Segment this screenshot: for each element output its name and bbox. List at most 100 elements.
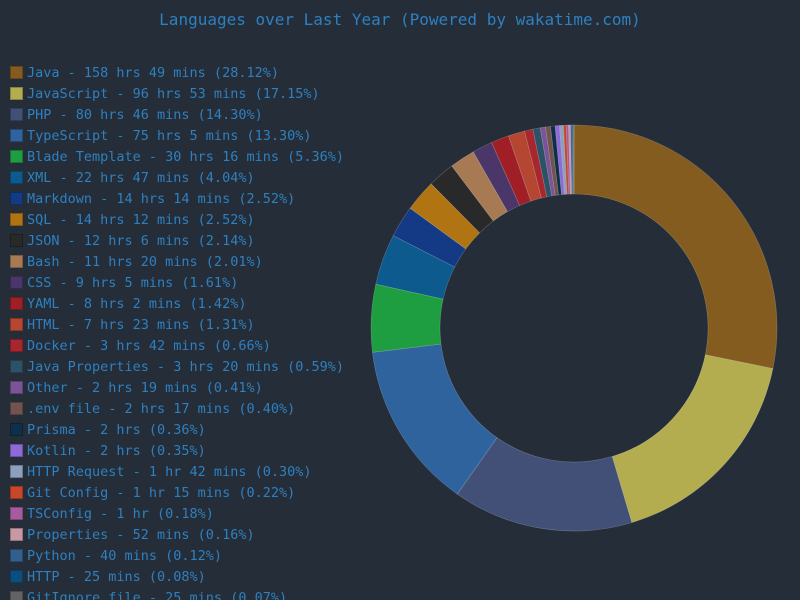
legend-item: GitIgnore file - 25 mins (0.07%)	[10, 587, 344, 600]
legend-label: Bash - 11 hrs 20 mins (2.01%)	[27, 253, 263, 270]
legend-item: Other - 2 hrs 19 mins (0.41%)	[10, 377, 344, 398]
legend-label: JavaScript - 96 hrs 53 mins (17.15%)	[27, 85, 320, 102]
pie-slice	[545, 126, 559, 196]
legend-item: Blade Template - 30 hrs 16 mins (5.36%)	[10, 146, 344, 167]
pie-slice	[370, 283, 444, 353]
legend-item: Git Config - 1 hr 15 mins (0.22%)	[10, 482, 344, 503]
pie-slice	[456, 437, 633, 532]
legend-item: Java Properties - 3 hrs 20 mins (0.59%)	[10, 356, 344, 377]
chart-title: Languages over Last Year (Powered by wak…	[159, 10, 641, 29]
legend-label: Docker - 3 hrs 42 mins (0.66%)	[27, 337, 271, 354]
legend-label: TSConfig - 1 hr (0.18%)	[27, 505, 214, 522]
legend-label: JSON - 12 hrs 6 mins (2.14%)	[27, 232, 255, 249]
legend-label: Prisma - 2 hrs (0.36%)	[27, 421, 206, 438]
legend-swatch	[10, 528, 23, 541]
legend-swatch	[10, 297, 23, 310]
legend-swatch	[10, 129, 23, 142]
pie-slice	[554, 125, 565, 195]
legend-swatch	[10, 444, 23, 457]
legend-swatch	[10, 339, 23, 352]
pie-slice	[372, 343, 498, 495]
legend-swatch	[10, 486, 23, 499]
legend-label: HTTP - 25 mins (0.08%)	[27, 568, 206, 585]
legend-label: Kotlin - 2 hrs (0.35%)	[27, 442, 206, 459]
legend-label: Blade Template - 30 hrs 16 mins (5.36%)	[27, 148, 344, 165]
legend-swatch	[10, 360, 23, 373]
legend-swatch	[10, 192, 23, 205]
legend-swatch	[10, 570, 23, 583]
legend-label: HTML - 7 hrs 23 mins (1.31%)	[27, 316, 255, 333]
pie-slice	[539, 126, 556, 197]
pie-slice	[472, 142, 521, 213]
legend-label: XML - 22 hrs 47 mins (4.04%)	[27, 169, 255, 186]
pie-slice	[570, 124, 574, 195]
legend-label: YAML - 8 hrs 2 mins (1.42%)	[27, 295, 247, 312]
legend-swatch	[10, 66, 23, 79]
legend-label: .env file - 2 hrs 17 mins (0.40%)	[27, 400, 296, 417]
legend-label: Git Config - 1 hr 15 mins (0.22%)	[27, 484, 296, 501]
legend-item: Docker - 3 hrs 42 mins (0.66%)	[10, 335, 344, 356]
legend-item: HTTP - 25 mins (0.08%)	[10, 566, 344, 587]
pie-slice	[392, 207, 467, 268]
legend-item: Properties - 52 mins (0.16%)	[10, 524, 344, 545]
legend-swatch	[10, 234, 23, 247]
legend-swatch	[10, 255, 23, 268]
legend-swatch	[10, 276, 23, 289]
legend-item: CSS - 9 hrs 5 mins (1.61%)	[10, 272, 344, 293]
legend-item: .env file - 2 hrs 17 mins (0.40%)	[10, 398, 344, 419]
legend-item: Markdown - 14 hrs 14 mins (2.52%)	[10, 188, 344, 209]
legend-item: TSConfig - 1 hr (0.18%)	[10, 503, 344, 524]
legend-label: Markdown - 14 hrs 14 mins (2.52%)	[27, 190, 296, 207]
legend-item: Kotlin - 2 hrs (0.35%)	[10, 440, 344, 461]
legend-item: HTML - 7 hrs 23 mins (1.31%)	[10, 314, 344, 335]
legend-item: JSON - 12 hrs 6 mins (2.14%)	[10, 230, 344, 251]
legend-swatch	[10, 549, 23, 562]
pie-slice	[572, 124, 575, 195]
legend-item: Java - 158 hrs 49 mins (28.12%)	[10, 62, 344, 83]
legend-label: Java Properties - 3 hrs 20 mins (0.59%)	[27, 358, 344, 375]
pie-slice	[532, 127, 553, 198]
legend-swatch	[10, 591, 23, 600]
legend-swatch	[10, 87, 23, 100]
legend-swatch	[10, 318, 23, 331]
legend-item: YAML - 8 hrs 2 mins (1.42%)	[10, 293, 344, 314]
legend-label: GitIgnore file - 25 mins (0.07%)	[27, 589, 288, 600]
legend-label: Python - 40 mins (0.12%)	[27, 547, 223, 564]
legend-swatch	[10, 402, 23, 415]
pie-slice	[451, 151, 508, 222]
legend-swatch	[10, 465, 23, 478]
pie-slice	[409, 183, 481, 250]
legend-label: Java - 158 hrs 49 mins (28.12%)	[27, 64, 279, 81]
pie-slice	[565, 124, 571, 195]
legend-swatch	[10, 150, 23, 163]
legend-label: Other - 2 hrs 19 mins (0.41%)	[27, 379, 263, 396]
legend-item: TypeScript - 75 hrs 5 mins (13.30%)	[10, 125, 344, 146]
pie-slice	[568, 124, 573, 195]
legend-swatch	[10, 171, 23, 184]
legend-swatch	[10, 213, 23, 226]
legend-item: XML - 22 hrs 47 mins (4.04%)	[10, 167, 344, 188]
legend: Java - 158 hrs 49 mins (28.12%) JavaScrip…	[10, 62, 344, 600]
pie-slice	[573, 124, 778, 369]
legend-label: PHP - 80 hrs 46 mins (14.30%)	[27, 106, 263, 123]
legend-label: CSS - 9 hrs 5 mins (1.61%)	[27, 274, 239, 291]
pie-slice	[611, 354, 774, 523]
legend-item: JavaScript - 96 hrs 53 mins (17.15%)	[10, 83, 344, 104]
legend-item: Prisma - 2 hrs (0.36%)	[10, 419, 344, 440]
legend-label: SQL - 14 hrs 12 mins (2.52%)	[27, 211, 255, 228]
pie-slice	[524, 128, 548, 199]
legend-item: SQL - 14 hrs 12 mins (2.52%)	[10, 209, 344, 230]
legend-swatch	[10, 423, 23, 436]
pie-slice	[563, 124, 570, 195]
legend-swatch	[10, 507, 23, 520]
pie-slice	[375, 235, 456, 300]
legend-item: Bash - 11 hrs 20 mins (2.01%)	[10, 251, 344, 272]
legend-swatch	[10, 381, 23, 394]
legend-label: HTTP Request - 1 hr 42 mins (0.30%)	[27, 463, 312, 480]
legend-label: Properties - 52 mins (0.16%)	[27, 526, 255, 543]
legend-item: Python - 40 mins (0.12%)	[10, 545, 344, 566]
legend-swatch	[10, 108, 23, 121]
legend-label: TypeScript - 75 hrs 5 mins (13.30%)	[27, 127, 312, 144]
